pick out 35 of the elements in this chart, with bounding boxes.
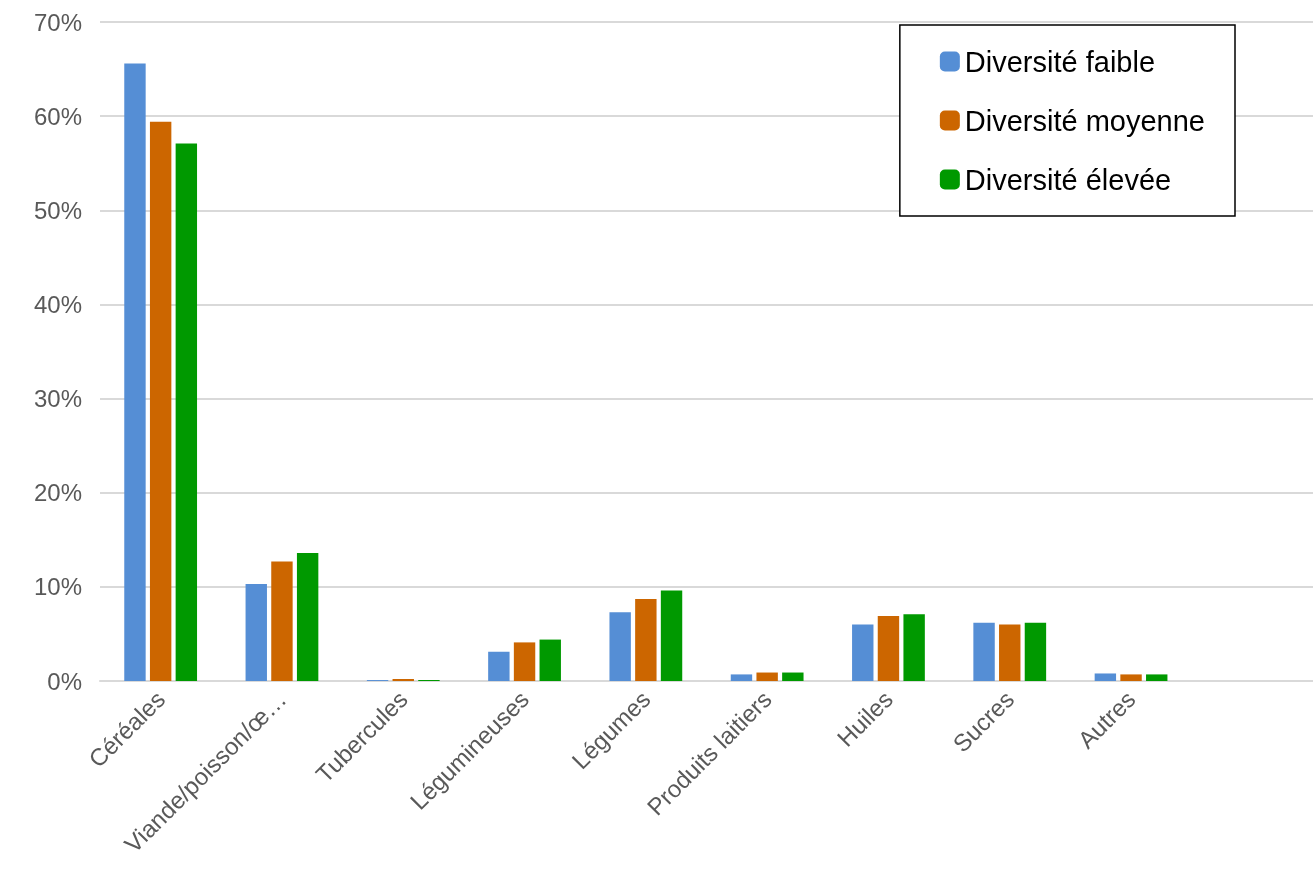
- y-tick-label: 0%: [47, 667, 82, 695]
- bar: [635, 599, 657, 681]
- bar: [730, 674, 753, 681]
- bar: [513, 642, 536, 681]
- bar: [271, 561, 293, 681]
- bar: [660, 590, 683, 681]
- legend-label: Diversité moyenne: [964, 104, 1205, 137]
- legend-label: Diversité élevée: [964, 163, 1172, 196]
- bar: [1094, 673, 1117, 681]
- bar: [609, 612, 631, 681]
- bar: [296, 552, 319, 681]
- y-tick-label: 50%: [33, 196, 82, 224]
- y-tick-label: 70%: [33, 8, 82, 36]
- bar: [852, 624, 874, 681]
- y-tick-label: 60%: [33, 102, 82, 130]
- bar: [903, 614, 925, 681]
- y-tick-label: 40%: [33, 290, 82, 318]
- bar: [124, 63, 146, 681]
- bar: [782, 672, 804, 681]
- bar: [973, 622, 995, 681]
- y-tick-label: 30%: [33, 385, 82, 413]
- bar: [1146, 674, 1168, 681]
- bar: [175, 143, 198, 681]
- bar: [245, 584, 267, 681]
- bar: [999, 624, 1021, 681]
- bar: [1120, 674, 1142, 681]
- bar: [1024, 622, 1047, 681]
- bar: [539, 639, 561, 681]
- legend-label: Diversité faible: [964, 45, 1156, 78]
- bar: [488, 651, 510, 681]
- y-tick-label: 20%: [33, 479, 82, 507]
- bar: [149, 121, 172, 681]
- bar: [877, 616, 900, 681]
- bar: [756, 672, 778, 681]
- y-tick-label: 10%: [33, 573, 82, 601]
